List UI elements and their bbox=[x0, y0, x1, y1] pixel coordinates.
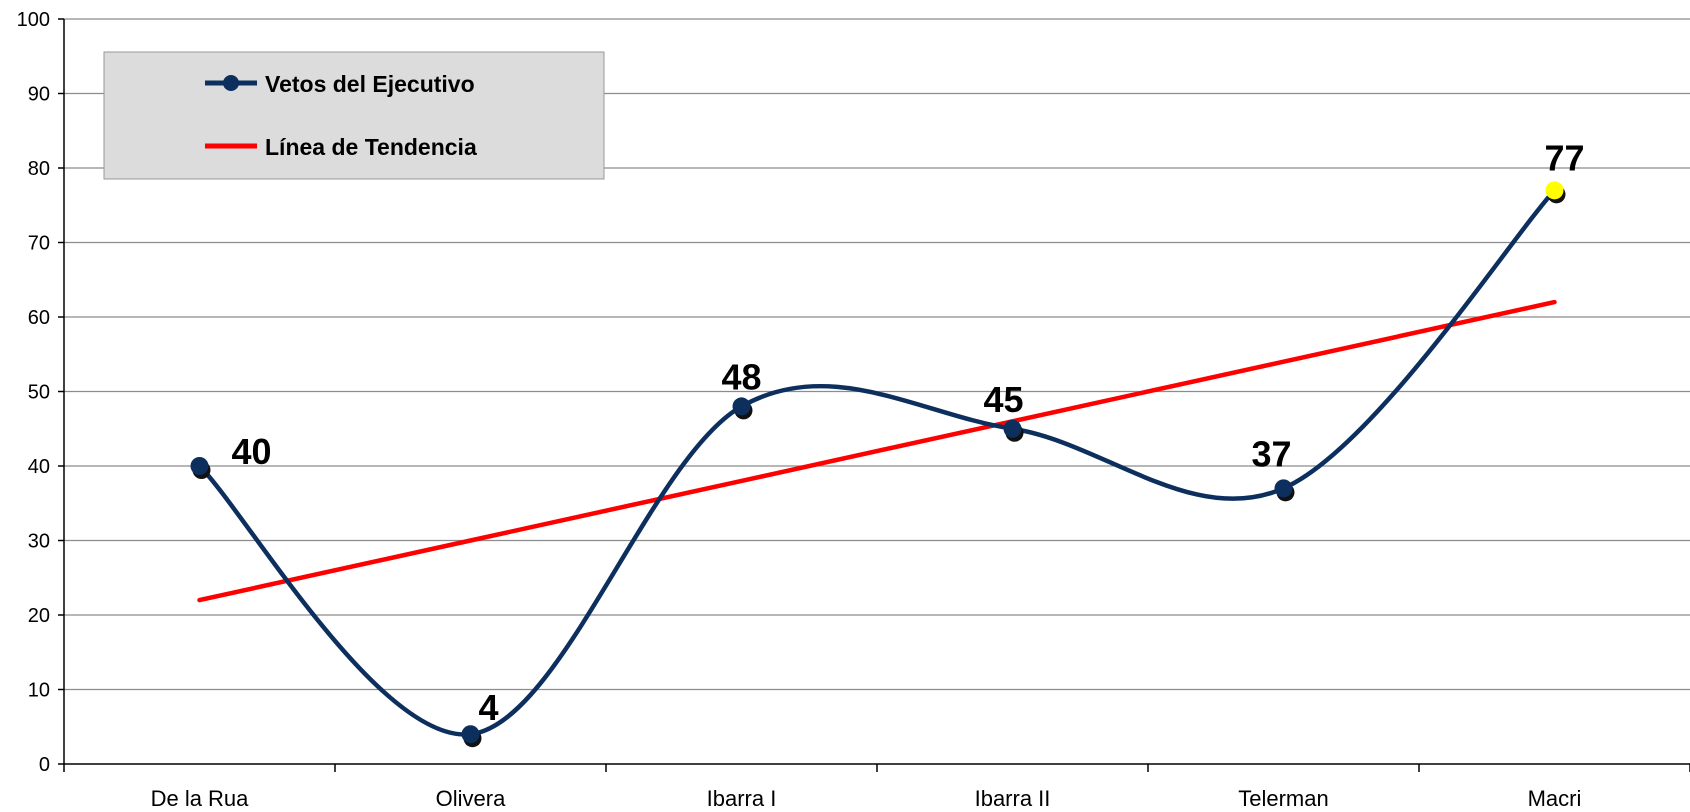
y-tick-labels: 0 10 20 30 40 50 60 70 80 90 100 bbox=[17, 9, 64, 776]
y-tick-label: 20 bbox=[28, 605, 50, 627]
y-tick-label: 30 bbox=[28, 531, 50, 553]
legend-marker-vetos bbox=[223, 75, 239, 91]
data-label: 77 bbox=[1544, 137, 1584, 178]
data-label: 4 bbox=[478, 687, 498, 728]
x-tick-label: De la Rua bbox=[151, 786, 250, 811]
y-tick-label: 70 bbox=[28, 233, 50, 255]
data-point bbox=[461, 725, 480, 744]
x-tick-label: Macri bbox=[1528, 786, 1582, 811]
data-label: 40 bbox=[231, 431, 271, 472]
legend-label-vetos: Vetos del Ejecutivo bbox=[265, 71, 475, 97]
data-point bbox=[1003, 419, 1022, 438]
y-tick-label: 50 bbox=[28, 382, 50, 404]
data-point bbox=[1545, 181, 1564, 200]
trendline-series bbox=[197, 299, 1557, 603]
series-line-vetos bbox=[197, 188, 1557, 737]
data-point bbox=[190, 457, 209, 475]
x-tick-label: Telerman bbox=[1238, 786, 1328, 811]
data-point bbox=[1274, 479, 1293, 498]
y-tick-label: 60 bbox=[28, 307, 50, 329]
legend: Vetos del Ejecutivo Línea de Tendencia bbox=[103, 51, 605, 180]
legend-label-tendencia: Línea de Tendencia bbox=[265, 134, 477, 160]
x-tick-label: Olivera bbox=[436, 786, 506, 811]
data-point bbox=[732, 397, 751, 416]
y-tick-label: 100 bbox=[17, 9, 50, 31]
x-tick-label: Ibarra II bbox=[975, 786, 1051, 811]
data-label: 45 bbox=[983, 379, 1023, 420]
legend-box bbox=[103, 51, 605, 180]
x-tick-label: Ibarra I bbox=[707, 786, 777, 811]
y-tick-label: 0 bbox=[39, 754, 50, 776]
data-label: 48 bbox=[721, 356, 761, 397]
y-tick-label: 40 bbox=[28, 456, 50, 478]
y-tick-label: 80 bbox=[28, 158, 50, 180]
vetos-series bbox=[190, 181, 1566, 748]
data-labels: 40 4 48 45 37 77 bbox=[231, 137, 1584, 728]
data-label: 37 bbox=[1251, 433, 1291, 474]
x-tick-labels: De la Rua Olivera Ibarra I Ibarra II Telerma… bbox=[63, 764, 1690, 811]
trendline bbox=[197, 299, 1557, 603]
y-tick-label: 90 bbox=[28, 84, 50, 106]
y-tick-label: 10 bbox=[28, 680, 50, 702]
